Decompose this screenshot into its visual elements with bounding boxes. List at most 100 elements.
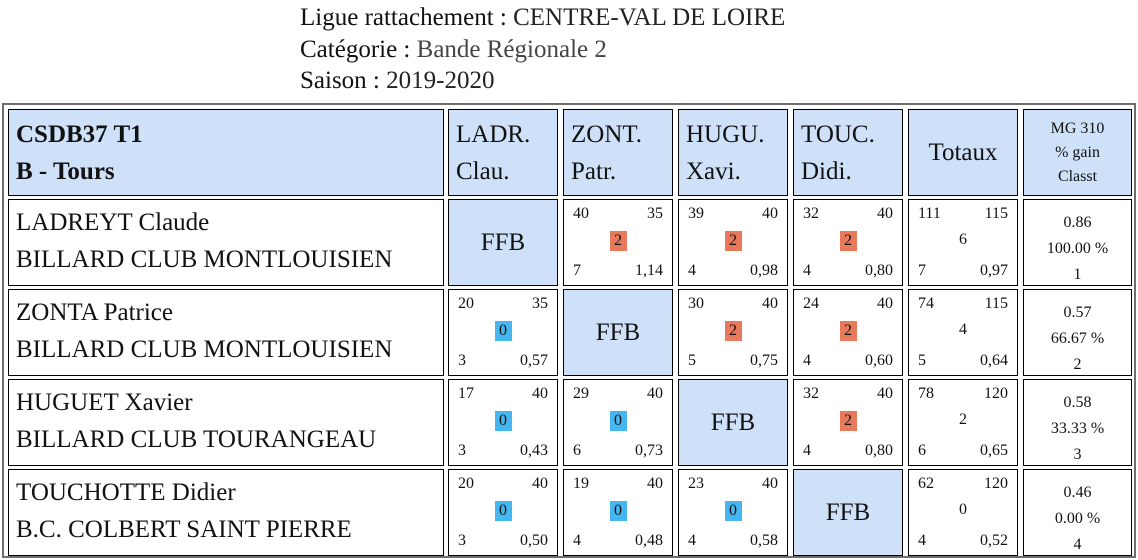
group-subtitle: B - Tours bbox=[16, 158, 115, 185]
opponent-header-4: TOUC. Didi. bbox=[793, 109, 903, 196]
loss-badge: 0 bbox=[494, 321, 512, 341]
match-cell: 23 40 0 4 0,58 bbox=[678, 469, 788, 556]
total-result: 4 bbox=[959, 321, 967, 338]
innings-value: 7 bbox=[918, 262, 926, 279]
average-value: 0,64 bbox=[980, 352, 1008, 369]
player-name: LADREYT Claude bbox=[16, 209, 210, 236]
win-badge: 2 bbox=[724, 231, 742, 251]
average-value: 0,97 bbox=[980, 262, 1008, 279]
innings-value: 3 bbox=[458, 442, 466, 459]
target-value: 40 bbox=[532, 475, 548, 492]
innings-value: 4 bbox=[688, 262, 696, 279]
player-club: BILLARD CLUB MONTLOUISIEN bbox=[16, 336, 393, 363]
target-value: 120 bbox=[984, 475, 1008, 492]
mg-average: 0.46 bbox=[1063, 484, 1092, 501]
mg-cell: 0.57 66.67 % 2 bbox=[1023, 289, 1132, 376]
player-cell: TOUCHOTTE Didier B.C. COLBERT SAINT PIERR… bbox=[8, 469, 444, 556]
rank-header-label: Classt bbox=[1057, 168, 1098, 185]
innings-value: 4 bbox=[918, 532, 926, 549]
player-name: ZONTA Patrice bbox=[16, 299, 173, 326]
totals-cell: 111 115 6 7 0,97 bbox=[908, 199, 1018, 286]
result-wrap: 2 bbox=[679, 321, 787, 341]
target-value: 40 bbox=[877, 295, 893, 312]
rank-value: 2 bbox=[1073, 356, 1082, 373]
points-value: 19 bbox=[573, 475, 589, 492]
loss-badge: 0 bbox=[494, 411, 512, 431]
total-result: 2 bbox=[959, 411, 967, 428]
saison-value: 2019-2020 bbox=[386, 67, 495, 94]
points-value: 30 bbox=[688, 295, 704, 312]
result-wrap: 2 bbox=[564, 231, 672, 251]
win-badge: 2 bbox=[839, 411, 857, 431]
average-value: 0,48 bbox=[635, 532, 663, 549]
average-value: 0,57 bbox=[520, 352, 548, 369]
match-cell: 20 35 0 3 0,57 bbox=[448, 289, 558, 376]
target-value: 40 bbox=[762, 295, 778, 312]
ligue-value: CENTRE-VAL DE LOIRE bbox=[513, 4, 786, 31]
player-cell: HUGUET Xavier BILLARD CLUB TOURANGEAU bbox=[8, 379, 444, 466]
innings-value: 4 bbox=[803, 262, 811, 279]
points-value: 62 bbox=[918, 475, 934, 492]
points-value: 32 bbox=[803, 205, 819, 222]
self-match-cell: FFB bbox=[793, 469, 903, 556]
totals-header: Totaux bbox=[908, 109, 1018, 196]
opponent-header-2: ZONT. Patr. bbox=[563, 109, 673, 196]
loss-badge: 0 bbox=[494, 501, 512, 521]
match-cell: 19 40 0 4 0,48 bbox=[563, 469, 673, 556]
target-value: 35 bbox=[532, 295, 548, 312]
average-value: 0,73 bbox=[635, 442, 663, 459]
match-cell: 39 40 2 4 0,98 bbox=[678, 199, 788, 286]
innings-value: 4 bbox=[803, 442, 811, 459]
player-club: BILLARD CLUB TOURANGEAU bbox=[16, 426, 377, 453]
player-name: TOUCHOTTE Didier bbox=[16, 479, 236, 506]
rank-value: 1 bbox=[1073, 266, 1082, 283]
loss-badge: 0 bbox=[724, 501, 742, 521]
mg-header: MG 310 % gain Classt bbox=[1023, 109, 1132, 196]
innings-value: 3 bbox=[458, 532, 466, 549]
opponent-abbr-name: HUGU. bbox=[686, 121, 765, 148]
player-cell: LADREYT Claude BILLARD CLUB MONTLOUISIEN bbox=[8, 199, 444, 286]
match-cell: 29 40 0 6 0,73 bbox=[563, 379, 673, 466]
categorie-value: Bande Régionale 2 bbox=[416, 36, 607, 63]
result-wrap: 0 bbox=[449, 411, 557, 431]
innings-value: 4 bbox=[688, 532, 696, 549]
innings-value: 3 bbox=[458, 352, 466, 369]
opponent-abbr-name: ZONT. bbox=[571, 121, 643, 148]
match-cell: 32 40 2 4 0,80 bbox=[793, 199, 903, 286]
innings-value: 5 bbox=[918, 352, 926, 369]
result-wrap: 2 bbox=[679, 231, 787, 251]
totals-cell: 62 120 0 4 0,52 bbox=[908, 469, 1018, 556]
innings-value: 5 bbox=[688, 352, 696, 369]
target-value: 115 bbox=[984, 205, 1008, 222]
result-wrap: 0 bbox=[679, 501, 787, 521]
match-cell: 17 40 0 3 0,43 bbox=[448, 379, 558, 466]
mg-header-label: MG 310 bbox=[1050, 120, 1105, 137]
target-value: 40 bbox=[877, 205, 893, 222]
opponent-header-3: HUGU. Xavi. bbox=[678, 109, 788, 196]
results-table bbox=[2, 103, 1136, 558]
innings-value: 4 bbox=[573, 532, 581, 549]
average-value: 0,80 bbox=[865, 262, 893, 279]
total-result: 6 bbox=[959, 231, 967, 248]
gain-percent: 0.00 % bbox=[1054, 510, 1101, 527]
points-value: 17 bbox=[458, 385, 474, 402]
target-value: 40 bbox=[647, 385, 663, 402]
innings-value: 6 bbox=[573, 442, 581, 459]
loss-badge: 0 bbox=[609, 411, 627, 431]
average-value: 0,80 bbox=[865, 442, 893, 459]
result-wrap: 6 bbox=[909, 231, 1017, 249]
points-value: 20 bbox=[458, 475, 474, 492]
target-value: 120 bbox=[984, 385, 1008, 402]
points-value: 24 bbox=[803, 295, 819, 312]
saison-label: Saison : bbox=[300, 67, 380, 94]
rank-value: 4 bbox=[1073, 536, 1082, 553]
target-value: 40 bbox=[647, 475, 663, 492]
opponent-abbr-first: Didi. bbox=[801, 158, 852, 185]
result-wrap: 0 bbox=[449, 321, 557, 341]
match-cell: 20 40 0 3 0,50 bbox=[448, 469, 558, 556]
average-value: 0,60 bbox=[865, 352, 893, 369]
match-cell: 40 35 2 7 1,14 bbox=[563, 199, 673, 286]
average-value: 0,98 bbox=[750, 262, 778, 279]
mg-cell: 0.58 33.33 % 3 bbox=[1023, 379, 1132, 466]
average-value: 0,65 bbox=[980, 442, 1008, 459]
